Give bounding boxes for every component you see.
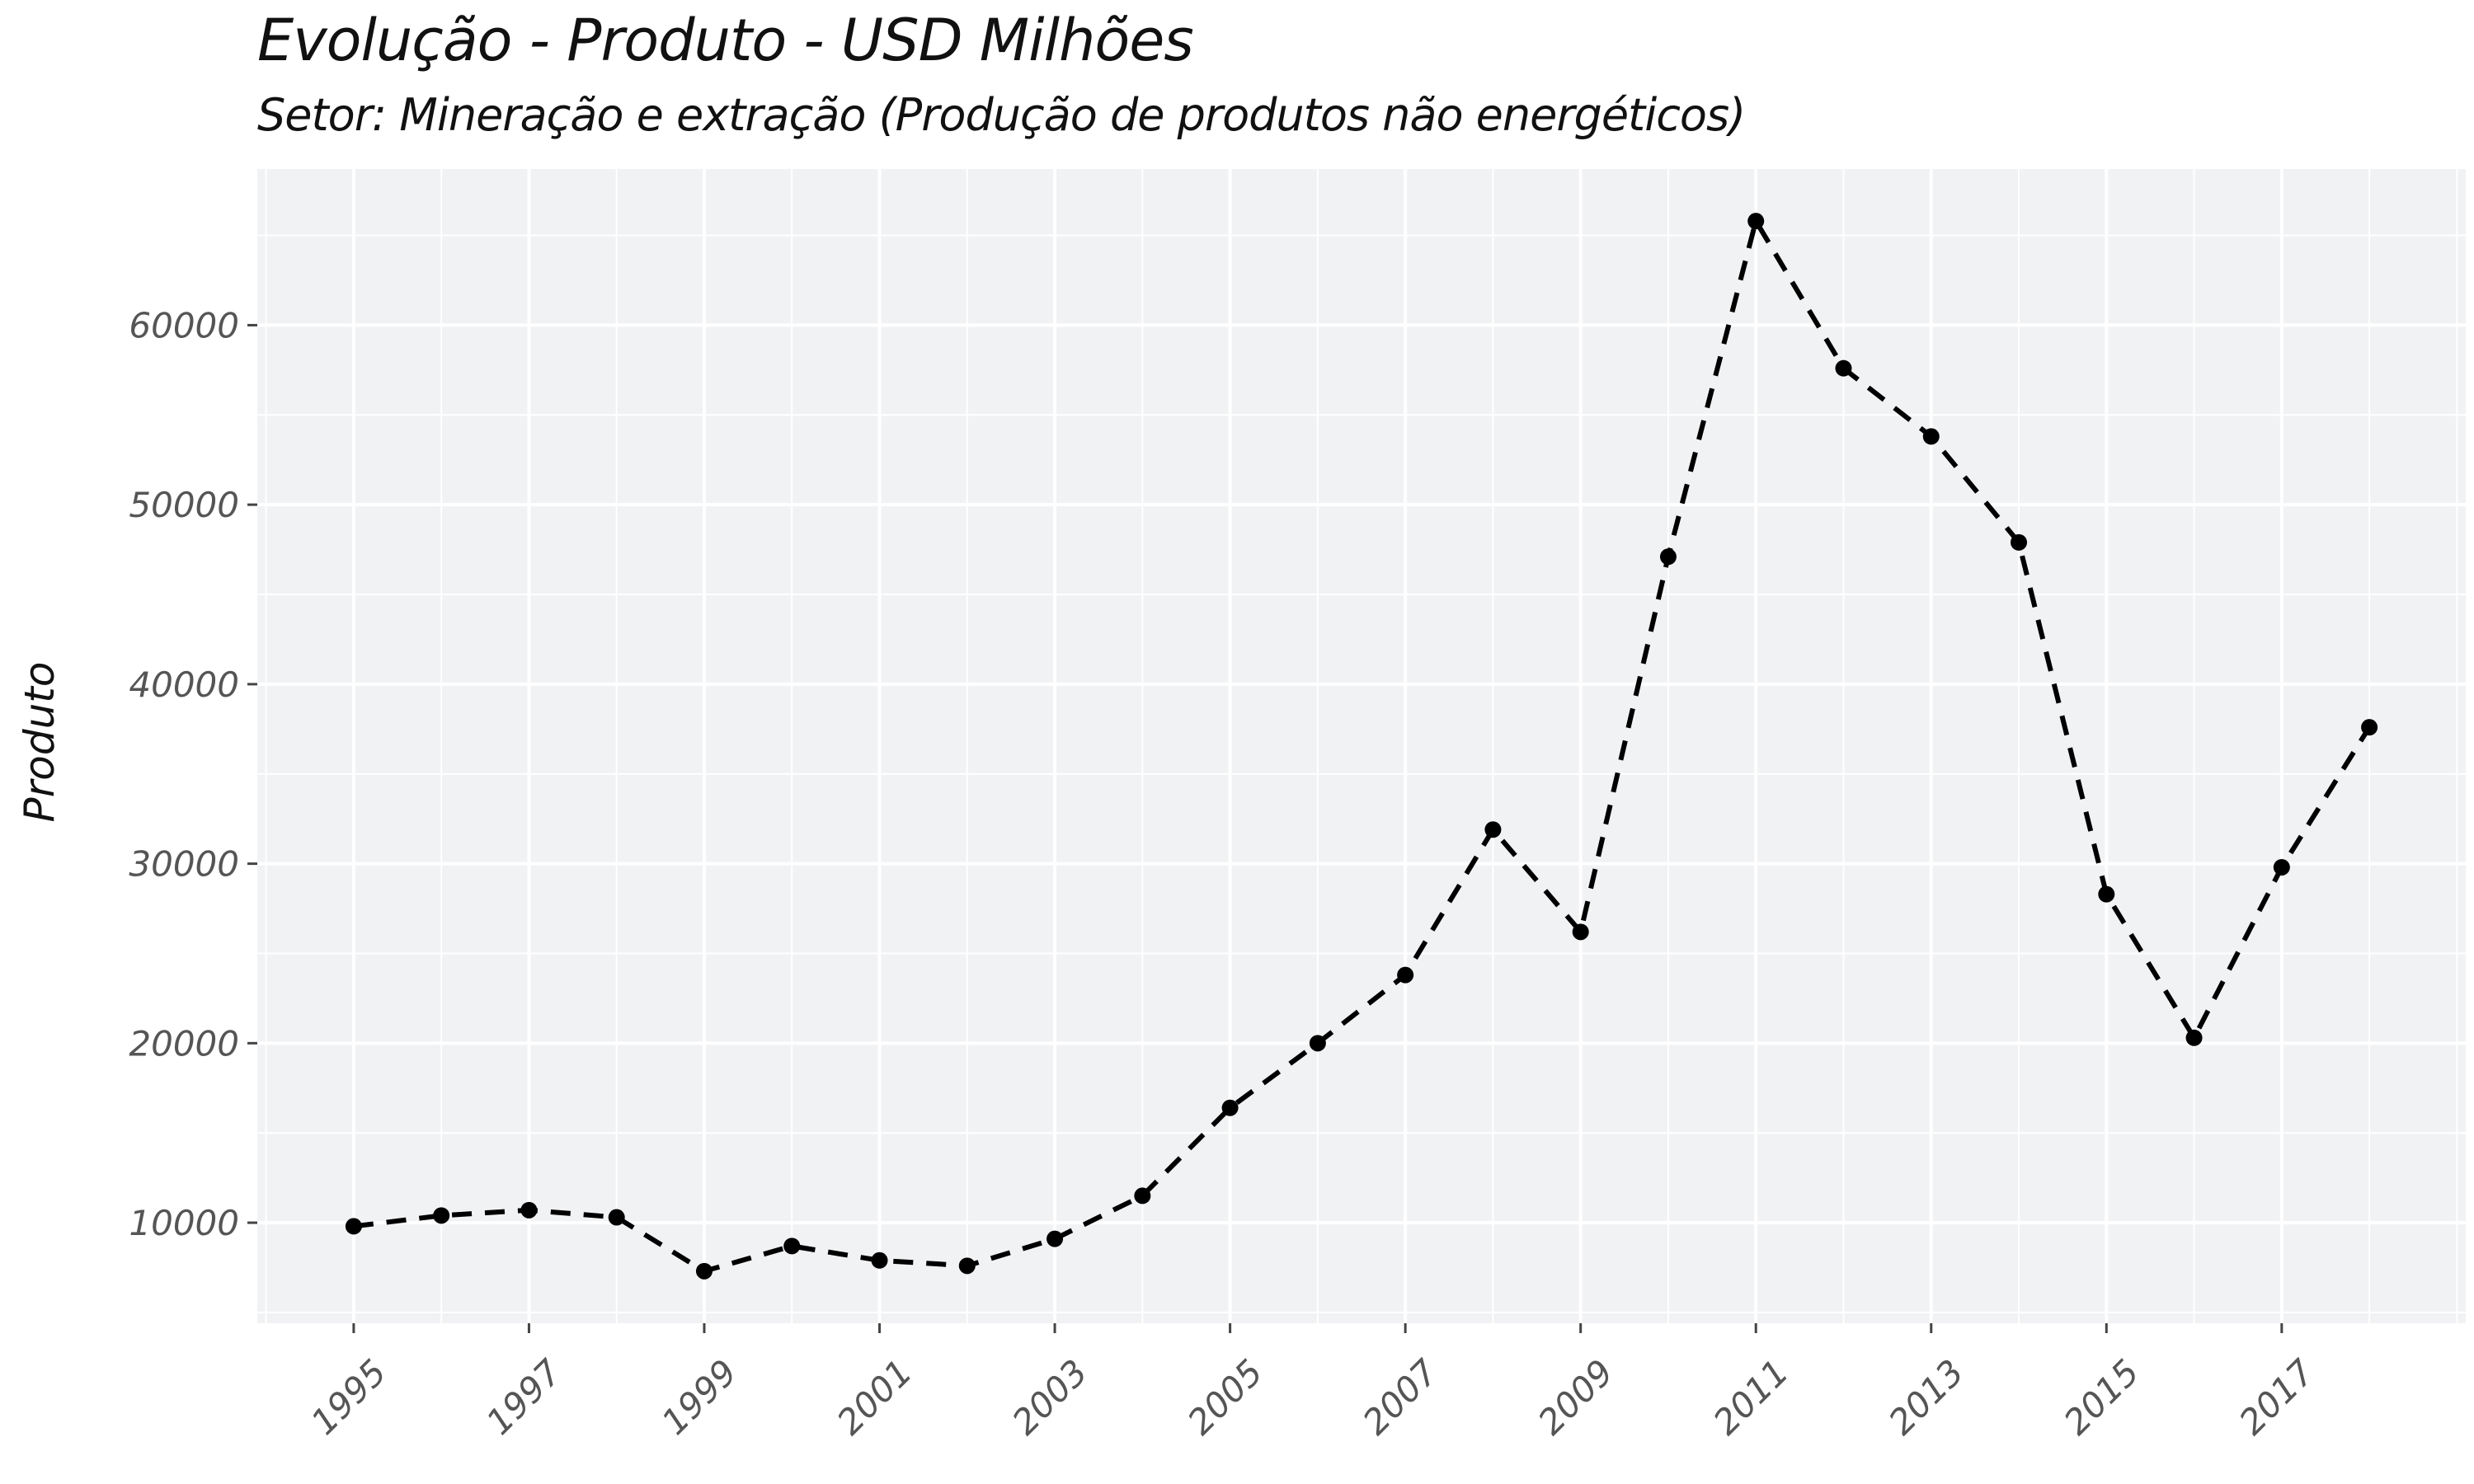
x-tick-label: 2001	[829, 1351, 920, 1442]
data-point-2008	[1484, 821, 1502, 838]
x-tick-label: 2007	[1355, 1351, 1446, 1442]
chart-title: Evolução - Produto - USD Milhões	[257, 7, 1194, 74]
axis-ticks	[247, 323, 2284, 1333]
x-tick-label: 1999	[654, 1351, 745, 1442]
data-points	[345, 213, 2378, 1280]
data-point-2007	[1397, 966, 1414, 984]
y-tick-label: 50000	[129, 485, 239, 525]
y-tick-label: 60000	[129, 305, 239, 345]
x-tick-label: 2015	[2056, 1351, 2147, 1442]
x-tick-labels: 1995 1997 1999 2001 2003 2005 2007 2009 2011 2013…	[303, 1351, 2322, 1442]
x-tick-label: 1995	[303, 1351, 394, 1442]
data-point-2004	[1134, 1187, 1151, 1205]
data-point-2001	[871, 1252, 888, 1269]
x-tick-label: 2017	[2232, 1351, 2322, 1442]
data-point-2012	[1835, 359, 1852, 377]
data-point-1998	[608, 1209, 625, 1226]
data-point-2010	[1659, 548, 1677, 566]
data-point-1996	[433, 1207, 450, 1224]
chart-subtitle: Setor: Mineração e extração (Produção de…	[257, 89, 1746, 141]
data-point-2014	[2011, 533, 2028, 551]
y-tick-label: 40000	[129, 665, 239, 705]
y-tick-labels: 10000 20000 30000 40000 50000 60000	[129, 305, 239, 1243]
data-point-2005	[1221, 1099, 1239, 1116]
x-tick-label: 1997	[478, 1351, 569, 1442]
data-point-1997	[520, 1201, 538, 1219]
data-point-1995	[345, 1218, 362, 1235]
x-tick-label: 2005	[1179, 1351, 1270, 1442]
y-tick-label: 20000	[129, 1023, 239, 1064]
data-point-2009	[1572, 923, 1589, 941]
data-point-2003	[1047, 1230, 1064, 1247]
data-point-2018	[2361, 719, 2378, 736]
x-tick-label: 2013	[1881, 1351, 1972, 1442]
data-point-2015	[2098, 885, 2115, 903]
data-point-2011	[1747, 213, 1765, 230]
x-tick-label: 2009	[1531, 1351, 1621, 1442]
data-point-2017	[2273, 858, 2290, 876]
data-point-2002	[958, 1257, 976, 1275]
y-tick-label: 30000	[129, 844, 239, 885]
minor-gridlines	[257, 169, 2466, 1323]
series-line	[353, 218, 2372, 1274]
data-point-2016	[2185, 1029, 2203, 1046]
plot-panel	[257, 169, 2466, 1323]
data-point-2000	[783, 1237, 801, 1255]
data-point-2006	[1309, 1035, 1326, 1052]
x-tick-label: 2003	[1004, 1351, 1095, 1442]
y-tick-label: 10000	[129, 1203, 239, 1243]
x-tick-label: 2011	[1705, 1351, 1796, 1442]
data-point-2013	[1922, 428, 1940, 445]
data-point-1999	[695, 1262, 713, 1280]
